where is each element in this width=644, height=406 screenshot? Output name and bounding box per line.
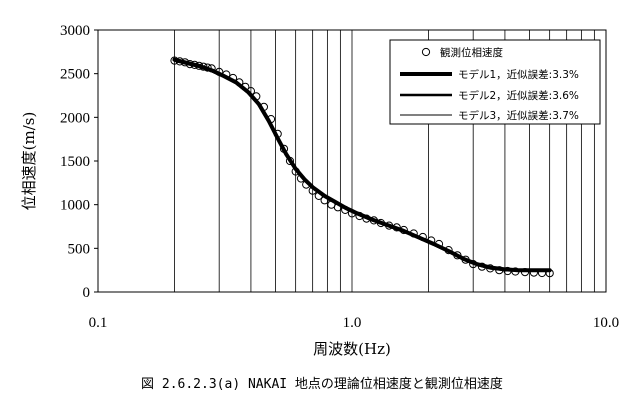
legend-label-model3: モデル3，近似誤差:3.7% [458,109,579,122]
y-tick-label: 0 [83,285,91,301]
legend-marker-observed [421,47,431,57]
data-point-observed [207,64,216,73]
data-point-observed [369,216,378,225]
data-point-observed [347,209,357,218]
data-point-observed [291,167,300,176]
data-point-observed [453,251,462,260]
data-point-observed [252,92,261,101]
data-point-observed [302,180,311,189]
data-point-observed [486,264,495,273]
data-point-observed [203,63,212,72]
data-point-observed [296,174,306,183]
x-axis: 0.1 1.0 10.0 [89,315,620,331]
x-tick-label: 1.0 [343,315,362,331]
data-point-observed [241,82,250,91]
data-point-observed [495,266,504,275]
data-point-observed [320,196,329,205]
data-point-observed [362,214,371,223]
data-point-observed [399,225,408,235]
data-point-observed [409,229,418,238]
y-axis-title: 位相速度(m/s) [20,112,38,211]
data-point-observed [314,191,323,200]
data-point-observed [469,260,478,269]
data-point-observed [333,203,342,212]
data-point-observed [199,62,208,71]
data-point-observed [511,267,520,276]
data-point-observed [444,246,453,255]
data-point-observed [545,269,554,278]
x-tick-label: 10.0 [593,315,619,331]
data-point-observed [520,268,530,277]
x-tick-label: 0.1 [89,315,108,331]
data-point-observed [477,262,487,271]
data-point-observed [355,211,364,221]
y-tick-label: 500 [68,241,91,257]
data-point-observed [273,129,282,138]
y-tick-label: 3000 [60,23,90,39]
data-point-observed [195,61,204,70]
data-point-observed [427,236,436,245]
data-point-observed [246,87,255,96]
data-point-observed [308,186,317,195]
y-tick-label: 1000 [60,198,90,214]
data-point-observed [341,205,350,214]
data-point-observed [228,73,238,83]
legend-label-model2: モデル2，近似誤差:3.6% [458,89,579,102]
series [170,56,554,278]
data-point-observed [175,57,184,66]
data-point-observed [180,58,190,67]
legend: 観測位相速度 モデル1，近似誤差:3.3% モデル2，近似誤差:3.6% モデル… [389,39,601,125]
data-point-observed [266,115,276,124]
legend-label-model1: モデル1，近似誤差:3.3% [458,68,579,81]
data-point-observed [418,232,427,242]
y-tick-label: 2000 [60,110,90,126]
figure-caption: 図 2.6.2.3(a) NAKAI 地点の理論位相速度と観測位相速度 [141,376,503,392]
data-point-observed [190,60,199,70]
data-point-observed [392,223,401,232]
y-tick-label: 2500 [60,67,90,83]
data-point-observed [215,67,224,77]
data-point-observed [529,268,539,277]
data-point-observed [259,102,268,112]
data-point-observed [503,266,512,276]
data-point-observed [537,268,547,278]
data-point-observed [185,60,194,69]
data-point-observed [285,156,295,166]
data-point-observed [376,218,385,228]
data-point-observed [170,56,179,65]
data-point-observed [235,78,244,87]
legend-label-observed: 観測位相速度 [440,46,503,59]
x-axis-title: 周波数(Hz) [313,340,391,358]
y-axis: 0 500 1000 1500 2000 2500 3000 [60,23,98,301]
data-point-observed [222,70,231,79]
data-point-observed [279,144,289,153]
y-tick-label: 1500 [60,154,90,170]
data-point-observed [461,255,470,264]
data-point-observed [385,221,394,230]
data-point-observed [434,239,444,249]
